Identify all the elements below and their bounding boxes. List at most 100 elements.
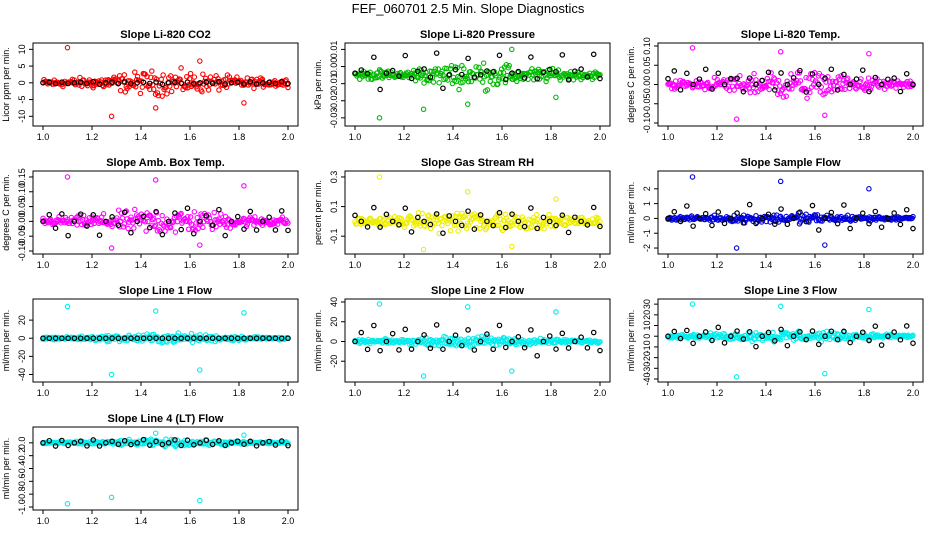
y-tick-label: -0.2 bbox=[17, 448, 27, 464]
data-point bbox=[531, 217, 538, 224]
reference-point bbox=[534, 352, 540, 359]
data-point bbox=[777, 336, 784, 343]
x-tick-label: 1.4 bbox=[760, 260, 773, 270]
reference-point bbox=[784, 81, 791, 88]
outlier-point bbox=[64, 174, 71, 180]
reference-point bbox=[209, 441, 216, 448]
reference-point bbox=[46, 211, 53, 218]
data-point bbox=[100, 211, 107, 217]
reference-point bbox=[134, 440, 141, 446]
y-tick-label: -1.0 bbox=[17, 499, 27, 515]
data-point bbox=[778, 88, 785, 94]
reference-point bbox=[440, 85, 446, 92]
outlier-point bbox=[822, 242, 828, 248]
data-point bbox=[789, 86, 795, 92]
data-point bbox=[764, 75, 771, 82]
reference-point bbox=[809, 71, 816, 77]
data-point bbox=[117, 87, 124, 94]
reference-point bbox=[822, 333, 828, 340]
reference-point bbox=[553, 222, 559, 229]
reference-point bbox=[134, 335, 141, 342]
reference-point bbox=[260, 335, 266, 342]
data-point bbox=[519, 214, 526, 220]
reference-point bbox=[790, 215, 797, 222]
data-point bbox=[251, 85, 257, 92]
reference-point bbox=[278, 78, 285, 85]
data-point bbox=[484, 87, 491, 93]
reference-point bbox=[753, 343, 759, 350]
data-point bbox=[460, 79, 466, 85]
x-tick-label: 1.0 bbox=[349, 388, 362, 398]
reference-point bbox=[115, 335, 122, 342]
reference-point bbox=[897, 337, 904, 343]
reference-point bbox=[753, 81, 759, 88]
y-tick-label: -40 bbox=[17, 368, 27, 381]
reference-point bbox=[521, 75, 528, 81]
reference-point bbox=[247, 78, 254, 85]
x-tick-label: 1.0 bbox=[349, 260, 362, 270]
reference-point bbox=[452, 66, 459, 73]
reference-point bbox=[891, 329, 897, 335]
outlier-point bbox=[509, 243, 515, 250]
reference-point bbox=[728, 215, 734, 222]
data-point bbox=[125, 225, 131, 232]
y-axis-label: ml/min per min. bbox=[626, 310, 636, 372]
reference-point bbox=[440, 230, 446, 236]
data-point bbox=[475, 215, 481, 222]
page-title: FEF_060701 2.5 Min. Slope Diagnostics bbox=[351, 1, 585, 16]
outlier-point bbox=[108, 371, 115, 378]
data-point bbox=[844, 75, 851, 82]
outlier-point bbox=[152, 105, 159, 111]
outlier-point bbox=[733, 374, 740, 380]
outlier-point bbox=[689, 45, 696, 51]
data-point bbox=[188, 330, 195, 337]
reference-point bbox=[260, 440, 266, 446]
data-point bbox=[751, 70, 757, 77]
data-point bbox=[406, 214, 412, 220]
data-point bbox=[354, 220, 360, 227]
reference-point bbox=[834, 336, 841, 343]
y-tick-label: 0.0 bbox=[17, 437, 27, 450]
data-point bbox=[132, 206, 138, 213]
outlier-point bbox=[689, 174, 696, 180]
reference-point bbox=[465, 208, 471, 214]
reference-point bbox=[159, 441, 166, 448]
reference-point bbox=[765, 211, 772, 218]
reference-point bbox=[859, 210, 866, 216]
reference-point bbox=[278, 335, 285, 342]
data-point bbox=[128, 214, 134, 220]
reference-point bbox=[572, 214, 578, 221]
reference-point bbox=[847, 339, 853, 346]
data-point bbox=[802, 86, 808, 92]
data-point bbox=[496, 75, 503, 81]
reference-point bbox=[209, 335, 216, 342]
reference-point bbox=[578, 218, 584, 225]
reference-point bbox=[197, 218, 203, 225]
y-tick-label: -20 bbox=[17, 350, 27, 363]
reference-point bbox=[828, 209, 835, 216]
outlier-point bbox=[197, 367, 203, 373]
data-point bbox=[807, 89, 813, 96]
x-tick-label: 1.6 bbox=[184, 132, 197, 142]
reference-point bbox=[853, 215, 860, 222]
reference-point bbox=[458, 222, 465, 229]
x-tick-label: 1.8 bbox=[233, 516, 246, 526]
reference-point bbox=[84, 223, 90, 229]
reference-point bbox=[209, 80, 216, 87]
reference-point bbox=[740, 88, 747, 95]
data-point bbox=[194, 214, 200, 221]
chart-title: Slope Line 1 Flow bbox=[119, 285, 212, 297]
x-tick-label: 1.4 bbox=[760, 132, 773, 142]
reference-point bbox=[228, 80, 235, 86]
chart-panel: Slope Li-820 Temp. degrees C per min. 1.0 1… bbox=[626, 29, 924, 142]
reference-point bbox=[184, 335, 191, 342]
data-point bbox=[142, 218, 148, 225]
data-point bbox=[702, 86, 708, 93]
reference-point bbox=[52, 335, 59, 342]
reference-point bbox=[190, 441, 197, 448]
reference-point bbox=[690, 81, 696, 88]
outlier-point bbox=[108, 113, 115, 120]
reference-point bbox=[266, 79, 272, 86]
reference-point bbox=[65, 80, 71, 87]
reference-point bbox=[853, 333, 860, 340]
